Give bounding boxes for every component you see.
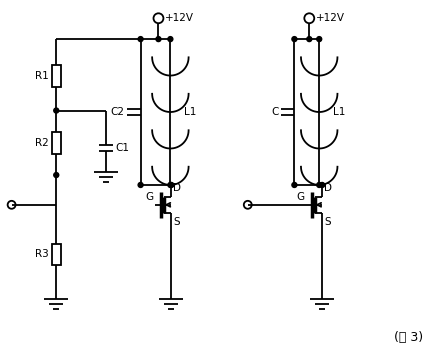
Circle shape xyxy=(138,37,143,41)
Circle shape xyxy=(168,183,172,188)
Circle shape xyxy=(54,172,59,177)
Circle shape xyxy=(168,37,172,41)
Text: G: G xyxy=(296,192,304,202)
Circle shape xyxy=(316,183,321,188)
Text: C1: C1 xyxy=(115,143,129,153)
Circle shape xyxy=(316,37,321,41)
Text: C: C xyxy=(270,107,278,117)
Circle shape xyxy=(319,183,324,188)
Text: L1: L1 xyxy=(332,107,345,117)
Text: R1: R1 xyxy=(35,71,49,81)
Text: S: S xyxy=(323,217,330,227)
Text: R3: R3 xyxy=(35,249,49,260)
Text: L1: L1 xyxy=(184,107,196,117)
Text: G: G xyxy=(145,192,153,202)
Circle shape xyxy=(156,37,161,41)
Text: D: D xyxy=(323,183,332,193)
Circle shape xyxy=(54,108,59,113)
Text: R2: R2 xyxy=(35,138,49,148)
Text: C2: C2 xyxy=(111,107,125,117)
Text: +12V: +12V xyxy=(165,13,194,23)
Circle shape xyxy=(291,183,296,188)
Circle shape xyxy=(306,37,311,41)
Circle shape xyxy=(168,183,174,188)
Bar xyxy=(52,132,61,154)
Text: +12V: +12V xyxy=(316,13,345,23)
Bar xyxy=(52,65,61,87)
Text: (图 3): (图 3) xyxy=(393,331,422,344)
Circle shape xyxy=(138,183,143,188)
Circle shape xyxy=(291,37,296,41)
Text: D: D xyxy=(173,183,181,193)
Text: S: S xyxy=(173,217,180,227)
Bar xyxy=(52,243,61,265)
